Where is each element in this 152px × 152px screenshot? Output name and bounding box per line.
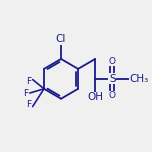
Text: Cl: Cl — [56, 34, 66, 44]
Text: F: F — [26, 77, 31, 86]
Text: O: O — [109, 57, 116, 66]
Text: CH₃: CH₃ — [129, 74, 149, 84]
Text: OH: OH — [87, 92, 103, 102]
Text: F: F — [26, 100, 31, 109]
Text: O: O — [109, 91, 116, 100]
Text: S: S — [109, 74, 116, 84]
Text: F: F — [23, 89, 28, 98]
